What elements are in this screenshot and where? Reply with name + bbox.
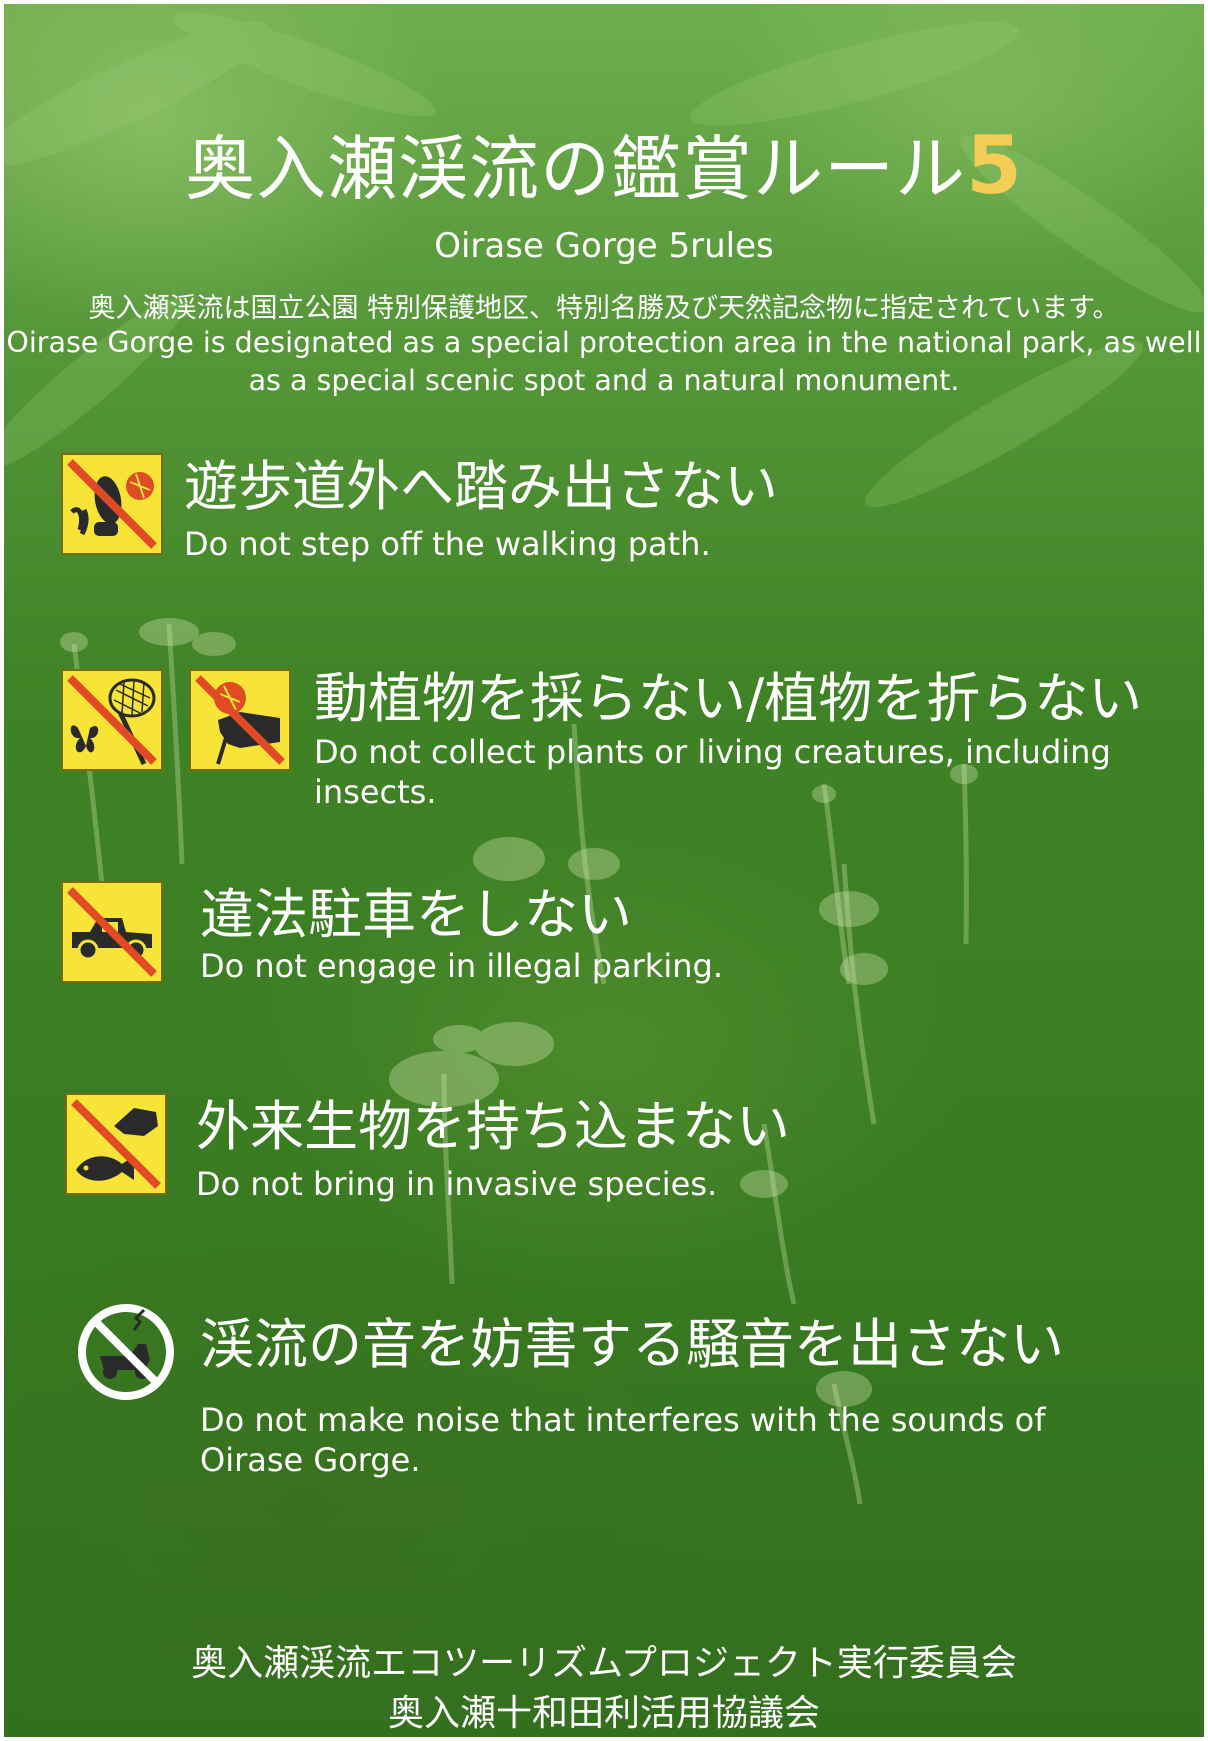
intro-japanese: 奥入瀬渓流は国立公園 特別保護地区、特別名勝及び天然記念物に指定されています。: [88, 293, 1120, 324]
no-noise-icon: [78, 1304, 174, 1400]
rule-3-japanese: 違法駐車をしない: [200, 883, 632, 946]
rule-1-english: Do not step off the walking path.: [184, 525, 711, 563]
page-subtitle: Oirase Gorge 5rules: [434, 226, 774, 266]
rule-2-japanese: 動植物を採らない/植物を折らない: [314, 667, 1143, 730]
rule-1-japanese: 遊歩道外へ踏み出さない: [184, 455, 778, 518]
page-title-main: 奥入瀬渓流の鑑賞ルール: [185, 128, 967, 210]
rule-5-english-line1: Do not make noise that interferes with t…: [200, 1401, 1046, 1439]
no-stepping-icon: [61, 453, 163, 555]
page-title-number: 5: [966, 119, 1023, 212]
no-parking-icon: [61, 881, 163, 983]
rule-4-japanese: 外来生物を持ち込まない: [196, 1095, 790, 1158]
forest-background: [4, 11, 1204, 1505]
no-insect-catching-icon: [61, 669, 163, 771]
footer-organization-1: 奥入瀬渓流エコツーリズムプロジェクト実行委員会: [191, 1643, 1017, 1684]
page-title: 奥入瀬渓流の鑑賞ルール5: [4, 124, 1204, 211]
footer-organization-2: 奥入瀬十和田利活用協議会: [387, 1693, 820, 1734]
no-invasive-species-icon: [65, 1093, 167, 1195]
rule-5-english-line2: Oirase Gorge.: [200, 1441, 421, 1479]
rule-4-english: Do not bring in invasive species.: [196, 1165, 718, 1203]
poster: 奥入瀬渓流の鑑賞ルール5 Oirase Gorge 5rules 奥入瀬渓流は国…: [4, 4, 1204, 1737]
rule-2-english-line2: insects.: [314, 773, 437, 811]
no-flower-picking-icon: [189, 669, 291, 771]
rule-5-japanese: 渓流の音を妨害する騒音を出さない: [200, 1313, 1064, 1376]
intro-english: Oirase Gorge is designated as a special …: [6, 326, 1202, 397]
rule-3-english: Do not engage in illegal parking.: [200, 947, 723, 985]
rule-2-english-line1: Do not collect plants or living creature…: [314, 733, 1111, 771]
